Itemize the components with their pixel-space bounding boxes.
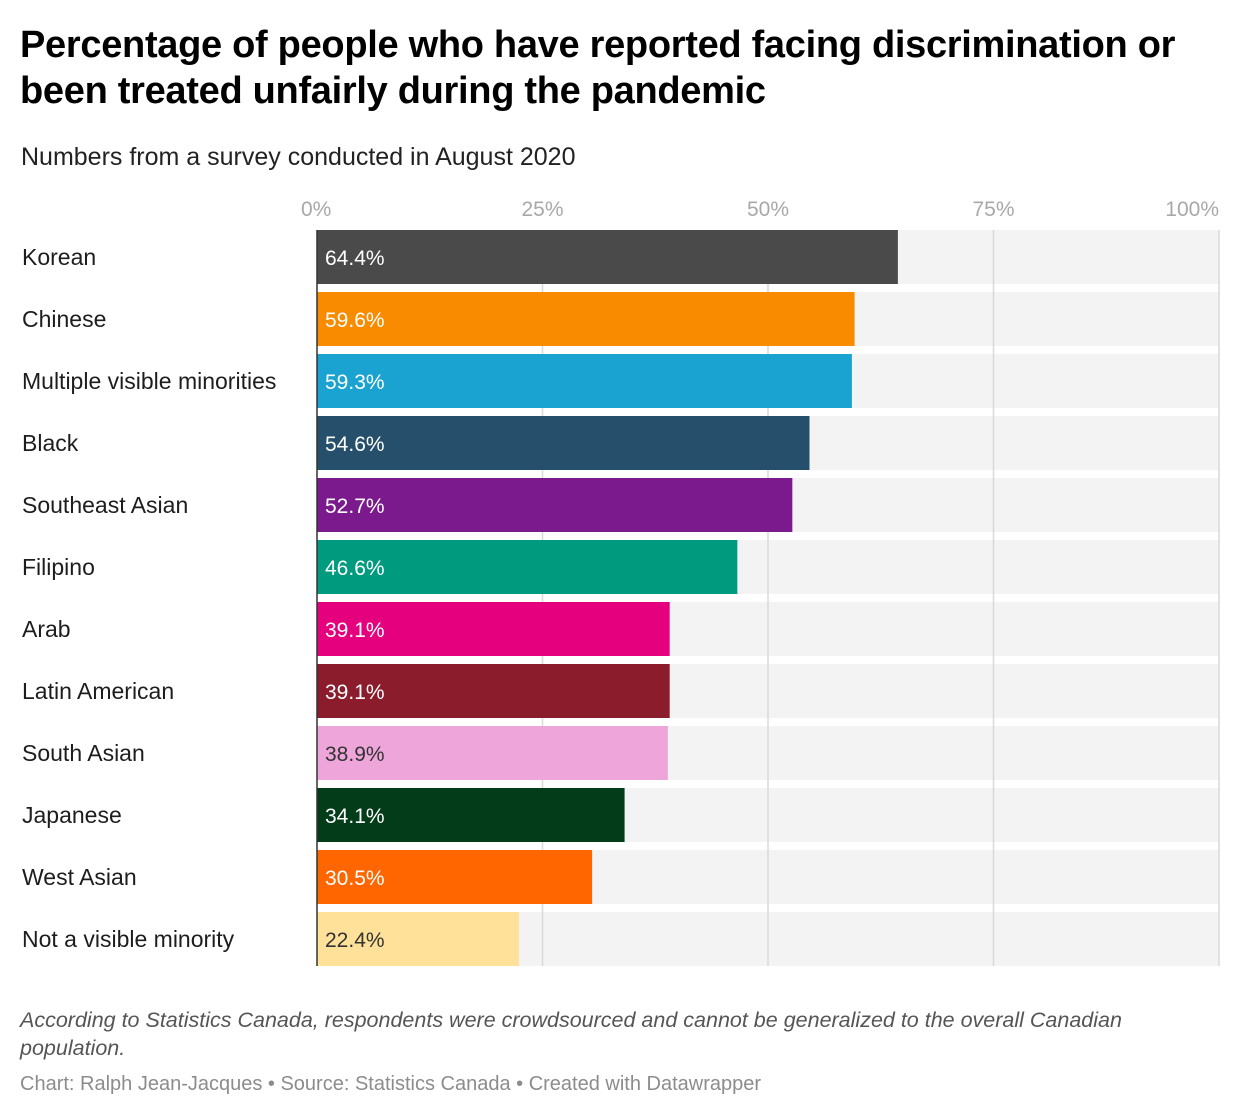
value-label: 39.1% [325,681,385,704]
category-label: South Asian [22,740,145,766]
bar [317,788,625,842]
bar [317,912,520,966]
chart-title: Percentage of people who have reported f… [20,24,1176,112]
bar [317,602,670,656]
chart-notes: According to Statistics Canada, responde… [20,1008,1122,1060]
value-label: 59.3% [325,371,385,394]
bar [317,230,898,284]
category-label: Latin American [22,678,174,704]
value-label: 59.6% [325,309,385,332]
bar-chart: 0% 25% 50% 75% 100% Korean Chinese Multiple vi… [22,198,1220,966]
category-label: Arab [22,616,71,642]
x-tick-label: 0% [301,198,331,221]
value-label: 64.4% [325,247,385,270]
value-label: 38.9% [325,743,385,766]
category-labels: Korean Chinese Multiple visible minorities… [22,244,276,952]
value-label: 52.7% [325,495,385,518]
value-label: 54.6% [325,433,385,456]
value-label: 34.1% [325,805,385,828]
value-label: 46.6% [325,557,385,580]
category-label: Korean [22,244,96,270]
category-label: Not a visible minority [22,926,235,952]
category-label: West Asian [22,864,137,890]
category-label: Multiple visible minorities [22,368,276,394]
bar [317,850,593,904]
chart-subtitle: Numbers from a survey conducted in Augus… [21,143,576,171]
value-label: 39.1% [325,619,385,642]
bar [317,292,855,346]
bar [317,726,668,780]
bar [317,416,810,470]
gridlines [541,230,1220,966]
x-tick-label: 25% [521,198,563,221]
category-label: Black [22,430,79,456]
value-label: 22.4% [325,929,385,952]
bar [317,354,852,408]
category-label: Southeast Asian [22,492,188,518]
category-label: Japanese [22,802,122,828]
chart-source: Chart: Ralph Jean-Jacques • Source: Stat… [20,1073,762,1095]
x-tick-label: 50% [747,198,789,221]
category-label: Chinese [22,306,106,332]
bar [317,540,738,594]
bars [317,230,898,966]
value-labels: 64.4% 59.6% 59.3% 54.6% 52.7% 46.6% 39.1% 39.1%… [325,247,385,952]
bar [317,478,793,532]
x-tick-label: 75% [972,198,1014,221]
x-tick-label: 100% [1165,198,1219,221]
value-label: 30.5% [325,867,385,890]
category-label: Filipino [22,554,95,580]
x-axis-ticks: 0% 25% 50% 75% 100% [301,198,1219,221]
bar [317,664,670,718]
